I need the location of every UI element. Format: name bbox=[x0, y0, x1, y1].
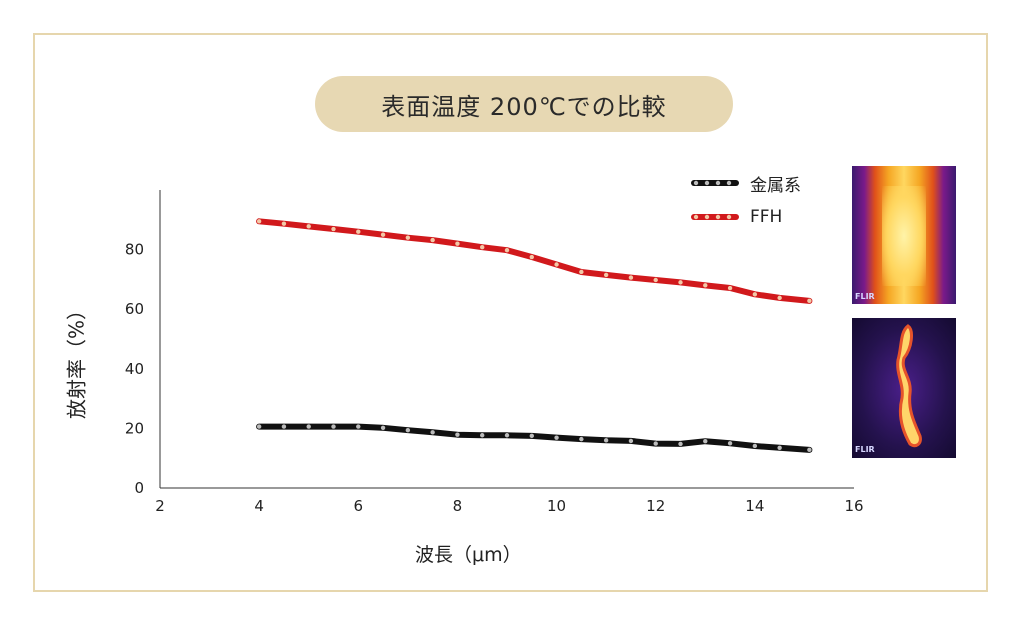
data-point bbox=[653, 441, 658, 446]
data-point bbox=[752, 292, 758, 297]
y-tick-label: 0 bbox=[134, 479, 144, 497]
thermal-image-metal: FLIR bbox=[852, 318, 956, 458]
data-point bbox=[356, 424, 361, 429]
chart-frame bbox=[33, 33, 988, 592]
data-point bbox=[405, 235, 411, 240]
y-tick-label: 80 bbox=[125, 241, 144, 259]
data-point bbox=[807, 447, 812, 453]
data-point bbox=[703, 283, 708, 288]
legend-swatch-metal bbox=[691, 180, 739, 186]
data-point bbox=[554, 262, 559, 267]
legend-dot bbox=[693, 180, 699, 186]
data-point bbox=[455, 241, 460, 246]
data-point bbox=[480, 433, 485, 438]
x-axis-title: 波長（μm） bbox=[415, 544, 522, 566]
x-tick-label: 12 bbox=[646, 497, 665, 515]
legend-dot bbox=[693, 214, 699, 220]
data-point bbox=[678, 441, 683, 447]
data-point bbox=[727, 441, 733, 446]
data-point bbox=[807, 298, 812, 304]
thermal-image-ffh: FLIR bbox=[852, 166, 956, 304]
data-point bbox=[356, 229, 361, 234]
data-point bbox=[529, 254, 534, 260]
series-line-metal bbox=[256, 423, 813, 453]
legend-dot bbox=[715, 214, 721, 220]
data-point bbox=[727, 285, 733, 291]
data-point bbox=[281, 424, 287, 429]
data-point bbox=[256, 424, 262, 429]
data-point bbox=[504, 247, 510, 253]
data-point bbox=[480, 245, 485, 250]
data-point bbox=[603, 272, 609, 278]
y-tick-label: 20 bbox=[125, 419, 144, 437]
data-point bbox=[703, 439, 708, 444]
x-tick-label: 6 bbox=[354, 497, 364, 515]
legend-dot bbox=[726, 180, 732, 186]
data-point bbox=[306, 424, 311, 429]
data-point bbox=[579, 269, 584, 275]
data-point bbox=[331, 226, 336, 232]
y-axis-title: 放射率（%） bbox=[64, 300, 89, 420]
data-point bbox=[579, 436, 584, 442]
x-tick-label: 10 bbox=[547, 497, 566, 515]
legend-label-ffh: FFH bbox=[750, 207, 783, 227]
flir-logo: FLIR bbox=[855, 292, 875, 301]
data-point bbox=[678, 280, 683, 285]
data-point bbox=[603, 438, 609, 443]
y-tick-label: 60 bbox=[125, 300, 144, 318]
legend-dot bbox=[715, 180, 721, 186]
series-lines bbox=[256, 218, 813, 453]
axes bbox=[159, 190, 854, 489]
data-point bbox=[430, 430, 435, 435]
legend-dot bbox=[704, 180, 710, 186]
data-point bbox=[653, 277, 658, 283]
data-point bbox=[281, 221, 287, 226]
legend bbox=[691, 180, 739, 220]
data-point bbox=[306, 224, 311, 229]
x-tick-label: 2 bbox=[155, 497, 165, 515]
data-point bbox=[752, 443, 758, 449]
data-point bbox=[504, 433, 510, 438]
y-tick-label: 40 bbox=[125, 360, 144, 378]
legend-label-metal: 金属系 bbox=[750, 176, 801, 196]
data-point bbox=[777, 445, 782, 450]
data-point bbox=[430, 237, 435, 243]
legend-dot bbox=[726, 214, 732, 220]
data-point bbox=[380, 232, 386, 237]
hot-strip bbox=[896, 324, 922, 448]
x-tick-label: 8 bbox=[453, 497, 463, 515]
series-line-ffh bbox=[256, 218, 813, 304]
x-tick-label: 16 bbox=[844, 497, 863, 515]
data-point bbox=[405, 427, 411, 433]
data-point bbox=[554, 435, 559, 440]
legend-swatch-ffh bbox=[691, 214, 739, 220]
data-point bbox=[455, 432, 460, 437]
data-point bbox=[380, 425, 386, 431]
data-point bbox=[628, 275, 634, 280]
axis-ticks: 2 4 6 8 10 12 14 16 0 20 40 60 80 bbox=[125, 241, 864, 515]
data-point bbox=[529, 433, 534, 439]
data-point bbox=[256, 219, 262, 224]
data-point bbox=[331, 424, 336, 429]
x-tick-label: 4 bbox=[254, 497, 264, 515]
data-point bbox=[777, 295, 782, 301]
x-tick-label: 14 bbox=[745, 497, 764, 515]
data-point bbox=[628, 438, 634, 444]
flir-logo: FLIR bbox=[855, 445, 875, 454]
legend-dot bbox=[704, 214, 710, 220]
chart-title: 表面温度 200℃での比較 bbox=[315, 76, 733, 132]
